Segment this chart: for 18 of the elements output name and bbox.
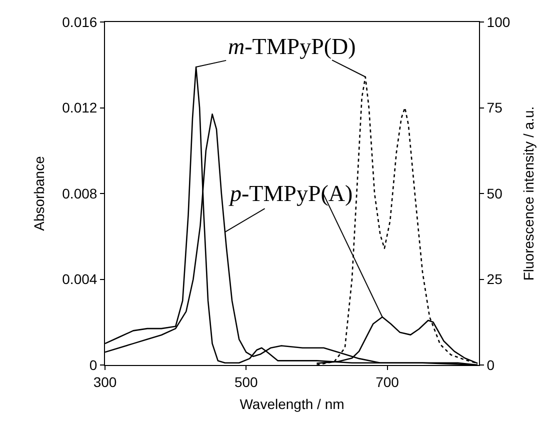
y-tick-label: 0: [89, 356, 98, 373]
y2-tick-label: 75: [486, 100, 503, 116]
y2-tick-label: 50: [486, 185, 503, 202]
x-tick-label: 500: [234, 374, 258, 390]
y-tick-label: 0.012: [62, 100, 98, 116]
y-tick-label: 0.004: [62, 271, 98, 288]
x-tick-label: 700: [376, 374, 400, 390]
y2-axis-title: Fluorescence intensity / a.u.: [520, 106, 537, 281]
y2-tick-label: 25: [486, 271, 503, 288]
y2-tick-label: 100: [486, 14, 510, 30]
x-axis-title: Wavelength / nm: [240, 396, 344, 412]
annotation: p-TMPyP(A): [228, 181, 353, 206]
y2-tick-label: 0: [486, 356, 495, 373]
y-axis-title: Absorbance: [30, 156, 47, 231]
y-tick-label: 0.016: [62, 14, 98, 30]
x-tick-label: 300: [93, 374, 117, 390]
annotation: m-TMPyP(D): [228, 34, 356, 59]
y-tick-label: 0.008: [62, 185, 98, 202]
